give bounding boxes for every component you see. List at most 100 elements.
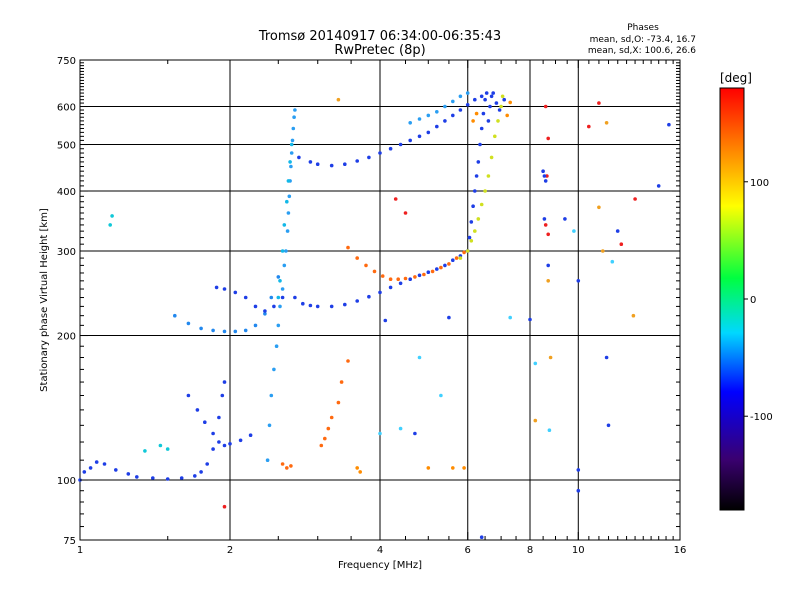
data-point [173,313,177,318]
data-point [211,431,215,436]
data-point [546,136,550,141]
data-point [403,211,408,215]
data-point [289,151,294,155]
data-point [430,269,435,274]
data-point [282,263,287,268]
data-point [533,418,538,423]
data-point [413,431,417,436]
y-tick-label: 100 [57,476,76,487]
data-point [435,110,439,114]
data-point [408,277,413,282]
data-point [143,449,147,453]
colorbar-tick-label: 0 [750,295,756,306]
data-point [500,94,505,99]
data-point [545,174,549,178]
data-point [276,275,281,279]
data-point [358,470,363,474]
data-point [543,179,548,183]
data-point [286,211,291,215]
data-point [323,436,327,441]
data-point [606,423,611,428]
data-point [398,426,403,431]
data-point [367,294,371,299]
data-point [542,217,547,221]
data-point [179,476,184,480]
data-point [462,466,466,470]
data-point [336,97,341,102]
data-point [465,91,470,95]
data-point [263,312,267,316]
chart-title: Tromsø 20140917 06:34:00-06:35:43 [258,29,501,44]
data-point [165,447,170,451]
data-point [465,103,470,107]
data-point [393,197,398,201]
data-point [276,295,281,300]
data-point [193,474,197,478]
data-point [346,245,350,250]
data-point [94,460,99,464]
data-point [135,475,139,479]
data-point [604,355,609,360]
y-tick-label: 500 [57,141,76,152]
data-point [274,344,279,349]
data-point [469,239,474,243]
data-point [447,262,451,266]
data-point [417,273,422,278]
y-axis-label: Stationary phase Virtual Height [km] [39,208,50,392]
data-point [483,189,487,193]
data-point [336,400,341,405]
data-point [476,160,481,164]
data-point [269,393,274,398]
data-point [222,329,227,334]
data-point [319,443,324,448]
data-point [222,287,227,291]
colorbar-label: [deg] [720,71,752,85]
data-point [474,111,479,116]
data-point [597,101,601,105]
data-point [378,431,382,436]
data-point [288,160,292,164]
data-point [533,361,538,366]
data-point [451,466,455,470]
data-point [291,126,296,131]
data-point [378,151,382,155]
data-point [253,304,258,309]
data-point [496,119,500,123]
data-point [380,274,385,278]
colorbar-tick-label: -100 [750,412,773,423]
data-point [546,279,550,283]
data-point [502,97,507,102]
data-point [467,235,472,240]
data-point [355,466,360,470]
data-point [486,174,491,178]
data-point [447,315,451,320]
y-tick-label: 600 [57,103,76,114]
data-point [633,197,637,201]
data-point [505,113,510,118]
data-point [443,104,447,109]
data-point [435,124,439,129]
data-point [329,415,334,420]
data-point [297,155,301,160]
data-point [186,321,191,326]
x-tick-label: 10 [572,545,585,556]
data-point [217,440,221,444]
data-point [158,443,163,448]
data-point [339,380,344,384]
phases-heading: Phases [627,23,659,33]
data-point [451,258,455,263]
data-point [615,229,620,233]
data-point [233,290,238,295]
grid-lines [80,60,680,540]
data-point [278,279,282,283]
data-point [469,220,474,224]
data-point [493,134,497,139]
y-tick-label: 200 [57,332,76,343]
data-point [486,119,491,123]
data-point [388,146,393,151]
data-point [656,184,661,188]
data-point [367,155,371,160]
data-point [280,295,285,300]
data-point [426,270,431,275]
